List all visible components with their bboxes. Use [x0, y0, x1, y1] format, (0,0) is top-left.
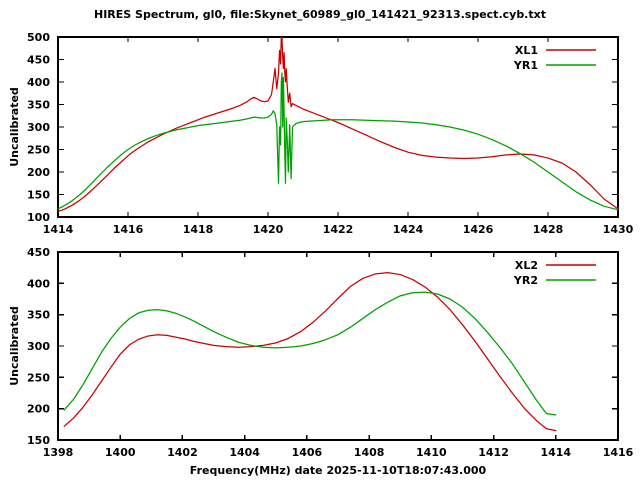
top-ytick-label: 450 — [27, 54, 50, 67]
bottom-ytick-label: 150 — [27, 434, 50, 447]
top-xtick-label: 1420 — [253, 223, 284, 236]
top-ytick-label: 350 — [27, 99, 50, 112]
top-xtick-label: 1426 — [463, 223, 494, 236]
top-xtick-label: 1416 — [113, 223, 144, 236]
bottom-ytick-label: 250 — [27, 371, 50, 384]
top-ytick-label: 100 — [27, 211, 50, 224]
bottom-series-yr2 — [63, 291, 557, 416]
bottom-xtick-label: 1398 — [43, 446, 74, 459]
bottom-xtick-label: 1404 — [229, 446, 260, 459]
legend-label-xl1: XL1 — [515, 44, 538, 57]
top-xtick-label: 1430 — [603, 223, 634, 236]
bottom-ytick-label: 450 — [27, 246, 50, 259]
legend-label-xl2: XL2 — [515, 259, 538, 272]
bottom-xtick-label: 1408 — [354, 446, 385, 459]
page-title: HIRES Spectrum, gl0, file:Skynet_60989_g… — [94, 8, 546, 21]
bottom-xtick-label: 1410 — [416, 446, 447, 459]
bottom-series-xl2 — [63, 272, 557, 432]
bottom-ytick-label: 400 — [27, 277, 50, 290]
bottom-xtick-label: 1416 — [603, 446, 634, 459]
top-ytick-label: 250 — [27, 144, 50, 157]
bottom-xtick-label: 1406 — [292, 446, 323, 459]
bottom-ytick-label: 300 — [27, 340, 50, 353]
top-series-xl1 — [57, 36, 619, 213]
top-ytick-label: 300 — [27, 121, 50, 134]
top-ytick-label: 500 — [27, 31, 50, 44]
top-ytick-label: 200 — [27, 166, 50, 179]
bottom-xtick-label: 1412 — [478, 446, 509, 459]
bottom-ytick-label: 200 — [27, 403, 50, 416]
x-axis-label: Frequency(MHz) date 2025-11-10T18:07:43.… — [190, 464, 487, 477]
legend-label-yr2: YR2 — [513, 274, 538, 287]
bottom-xtick-label: 1402 — [167, 446, 198, 459]
top-ytick-label: 400 — [27, 76, 50, 89]
top-xtick-label: 1422 — [323, 223, 354, 236]
top-y-axis-label: Uncalibrated — [8, 87, 21, 167]
top-xtick-label: 1418 — [183, 223, 214, 236]
bottom-xtick-label: 1400 — [105, 446, 136, 459]
top-xtick-label: 1424 — [393, 223, 424, 236]
top-xtick-label: 1414 — [43, 223, 74, 236]
legend-label-yr1: YR1 — [513, 59, 538, 72]
bottom-xtick-label: 1414 — [540, 446, 571, 459]
bottom-ytick-label: 350 — [27, 309, 50, 322]
bottom-y-axis-label: Uncalibrated — [8, 306, 21, 386]
top-ytick-label: 150 — [27, 189, 50, 202]
top-series-yr1 — [57, 72, 619, 211]
top-xtick-label: 1428 — [533, 223, 564, 236]
